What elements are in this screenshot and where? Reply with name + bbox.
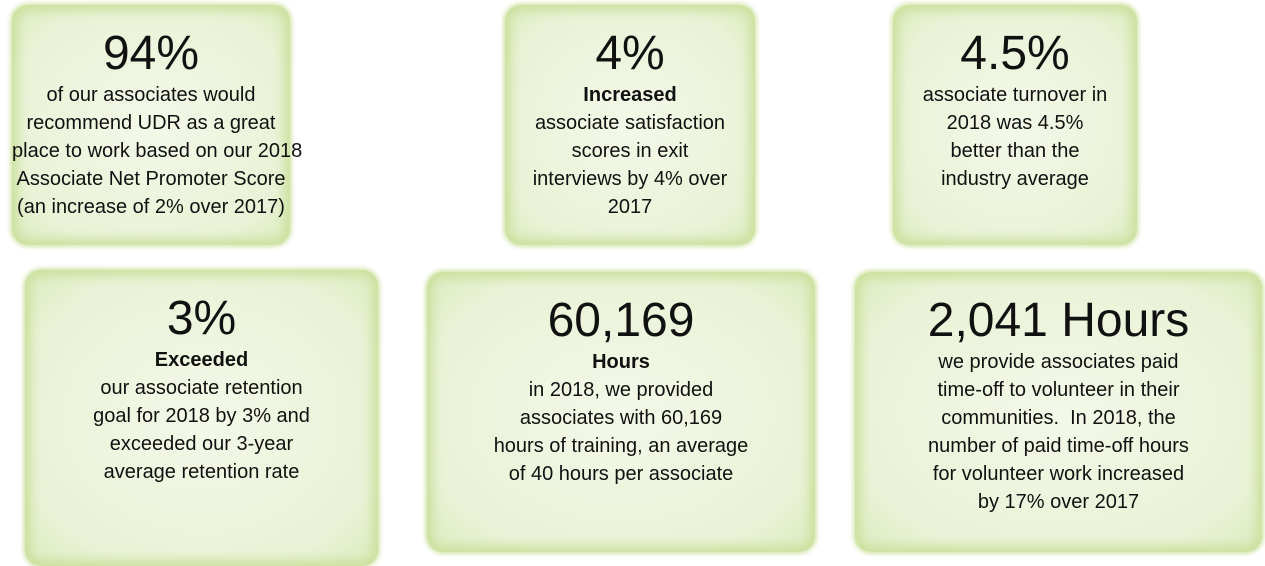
text-line: 2018 was 4.5% xyxy=(946,112,1084,134)
text-line: industry average xyxy=(941,168,1089,190)
text-line: interviews by 4% over xyxy=(532,168,728,190)
stat-card: 94% of our associates would recommend UDR … xyxy=(12,5,303,245)
text-line: in 2018, we provided xyxy=(528,379,714,401)
text-line: hours of training, an average xyxy=(493,435,749,457)
text-line: by 17% over 2017 xyxy=(977,491,1140,513)
text-line: Associate Net Promoter Score xyxy=(16,168,286,190)
text-line: associates with 60,169 xyxy=(519,407,723,429)
text-line: average retention rate xyxy=(103,461,300,483)
text-line: associate turnover in xyxy=(922,84,1108,106)
text-line: number of paid time-off hours xyxy=(928,435,1189,457)
text-line: we provide associates paid xyxy=(938,351,1179,373)
text-line: of 40 hours per associate xyxy=(508,463,734,485)
headline: 4.5% xyxy=(960,27,1070,80)
text-line: better than the xyxy=(950,140,1080,162)
text-line: place to work based on our 2018 xyxy=(12,140,303,162)
text-line: communities. In 2018, the xyxy=(941,407,1176,429)
text-line: goal for 2018 by 3% and xyxy=(93,405,310,427)
headline: 94% xyxy=(102,27,200,80)
headline: 4% xyxy=(595,27,665,80)
headline: 3% xyxy=(166,292,237,345)
emphasis: Exceeded xyxy=(154,349,249,371)
stat-card: 2,041 Hours we provide associates paid tim… xyxy=(855,272,1262,552)
text-line: recommend UDR as a great xyxy=(26,112,276,134)
text-line: exceeded our 3-year xyxy=(109,433,294,455)
stat-card: 60,169 Hours in 2018, we provided associate… xyxy=(427,272,815,552)
stat-card: 3% Exceeded our associate retention goal fo… xyxy=(25,270,378,566)
text-line: scores in exit xyxy=(571,140,689,162)
text-line: our associate retention xyxy=(100,377,303,399)
text-line: associate satisfaction xyxy=(534,112,726,134)
emphasis: Increased xyxy=(583,84,677,106)
headline: 2,041 Hours xyxy=(927,294,1190,347)
emphasis: Hours xyxy=(592,351,650,373)
text-line: time-off to volunteer in their xyxy=(937,379,1180,401)
text-line: of our associates would xyxy=(46,84,256,106)
stat-card: 4% Increased associate satisfaction scores … xyxy=(505,5,755,245)
text-line: 2017 xyxy=(607,196,653,218)
text-line: (an increase of 2% over 2017) xyxy=(17,196,285,218)
stat-card: 4.5% associate turnover in 2018 was 4.5% be… xyxy=(893,5,1137,245)
headline: 60,169 xyxy=(547,294,695,347)
text-line: for volunteer work increased xyxy=(932,463,1185,485)
